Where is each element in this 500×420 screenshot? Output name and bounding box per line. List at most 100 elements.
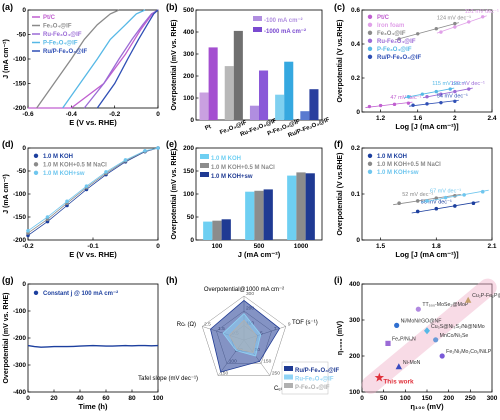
y-tick-label: 0 (22, 281, 26, 288)
y-tick-label: 0.2 (351, 145, 360, 152)
legend-swatch (367, 161, 373, 166)
y-tick-label: 50 (187, 214, 195, 221)
y-tick-label: 0.2 (351, 75, 360, 82)
y-tick-label: 100 (349, 389, 360, 396)
legend-swatch (367, 46, 373, 51)
y-axis-label: Overpotential (V vs.RHE) (337, 153, 344, 236)
x-tick-label: 1.8 (432, 243, 441, 250)
series-line (96, 9, 159, 109)
slope-annotation: 56 mV dec⁻¹ (421, 200, 452, 206)
y-tick-label: -200 (13, 237, 26, 244)
y-tick-label: 100 (183, 95, 194, 102)
legend-label: 1.0 M KOH+0.5 M NaCl (377, 162, 441, 168)
plot-frame (361, 9, 493, 113)
legend-label: Ru/P-Fe₃O₄@IF (377, 55, 421, 61)
panel-f: (f) 1.5 1.8 2.1 0 0.1 0.2 Log [J (mA cm⁻²)] Over… (334, 139, 497, 259)
panel-letter: (d) (2, 139, 14, 149)
radar-tick-label: 2.5 (204, 321, 211, 327)
x-tick-label: 150 (422, 395, 433, 402)
data-point (434, 196, 439, 200)
bar (203, 221, 213, 240)
y-tick-label: 300 (349, 317, 360, 324)
fit-line (436, 15, 487, 34)
legend-swatch (253, 16, 262, 21)
x-tick-label: 20 (50, 395, 58, 402)
radar-tick-label: 300 (246, 291, 254, 297)
x-tick-label: 1000 (294, 243, 309, 250)
x-tick-label: 250 (465, 395, 476, 402)
panel-letter: (g) (2, 275, 14, 285)
x-axis-label: Log [J (mA cm⁻²)] (395, 250, 459, 259)
data-point (84, 184, 89, 188)
y-tick-label: 0 (190, 117, 194, 124)
y-axis-label: Overpotential (V vs.RHE) (337, 20, 344, 103)
data-point (481, 15, 485, 19)
y-axis-label: J (mA cm⁻²) (3, 39, 10, 79)
legend-label: -100 mA cm⁻² (264, 17, 303, 24)
point-label: Ni/MoN/rGO@NF (401, 318, 442, 324)
legend-swatch (200, 163, 209, 168)
fit-line (409, 99, 459, 107)
panel-letter: (c) (334, 2, 345, 12)
legend-label: Constant j @ 100 mA cm⁻² (43, 290, 118, 297)
bar (284, 61, 294, 120)
y-tick-label: 400 (183, 29, 194, 36)
y-axis-label: Overpotential (mV vs. RHE) (171, 19, 178, 110)
x-tick-label: 200 (443, 395, 454, 402)
x-tick-label: 1.6 (413, 115, 422, 122)
series-line (27, 147, 159, 232)
y-tick-label: 500 (183, 7, 194, 14)
y-tick-label: 0 (356, 109, 360, 116)
legend-label: P-Fe₃O₄@IF (295, 385, 330, 391)
bar (199, 92, 209, 120)
marker-star (374, 372, 385, 382)
x-axis-label: η₁₀₀ (mV) (410, 402, 444, 411)
data-point (425, 95, 429, 99)
data-point (471, 201, 476, 205)
data-point (443, 195, 448, 200)
data-point (434, 89, 438, 94)
radar-grid (201, 295, 287, 376)
panel-c: (c) 1.2 1.6 2 2.4 0 0.2 0.4 0.6 Log [J (mA cm⁻²)]… (334, 2, 499, 131)
fit-line (420, 189, 489, 203)
data-point (453, 99, 457, 103)
bar (296, 172, 306, 240)
point-label: MnCo/Ni₃Se (440, 333, 469, 339)
x-tick-label: 100 (212, 243, 223, 250)
slope-annotation: 151 mV dec⁻¹ (465, 9, 499, 15)
y-axis-label: Overpotential (mV vs. RHE) (171, 148, 178, 239)
legend-label: 1.0 M KOH+sw (377, 170, 419, 176)
bar (212, 220, 222, 240)
y-tick-label: 200 (183, 73, 194, 80)
bar (208, 47, 218, 120)
legend-swatch (367, 30, 373, 35)
radar-tick-label: 150 (263, 359, 271, 365)
slope-annotation: 54 mV dec⁻¹ (437, 93, 468, 99)
legend-label: 1.0 M KOH (377, 154, 407, 160)
slope-annotation: 124 mV dec⁻¹ (437, 16, 471, 22)
legend-swatch (33, 162, 39, 167)
legend-swatch (367, 54, 373, 59)
data-point (425, 199, 429, 203)
marker-square (385, 340, 391, 346)
marker-diamond (424, 327, 430, 335)
x-tick-label: 0 (156, 243, 160, 250)
x-tick-label: 0 (26, 395, 30, 402)
point-label: Fe₂P/Ni₃N (392, 336, 416, 342)
legend-swatch (284, 366, 293, 371)
y-tick-label: 100 (183, 191, 194, 198)
x-tick-label: 50 (380, 395, 388, 402)
data-point (439, 92, 443, 96)
radar-tick-label: 150 (220, 371, 228, 377)
panel-i: (i) 0 50 100 150 200 250 300 100 200 300 400 η₁₀₀ (m… (334, 275, 500, 411)
panel-e: (e) 0 50 100 150 200 J (mA cm⁻²) Overpotential … (166, 139, 323, 259)
data-point (416, 32, 420, 36)
data-point (434, 206, 439, 211)
bar (275, 94, 285, 120)
legend-label: Ru-Fe₃O₄@IF (43, 32, 82, 38)
bar (224, 66, 234, 120)
legend-swatch (367, 169, 373, 174)
series-line (27, 344, 159, 348)
y-tick-label: 0.4 (351, 41, 360, 48)
